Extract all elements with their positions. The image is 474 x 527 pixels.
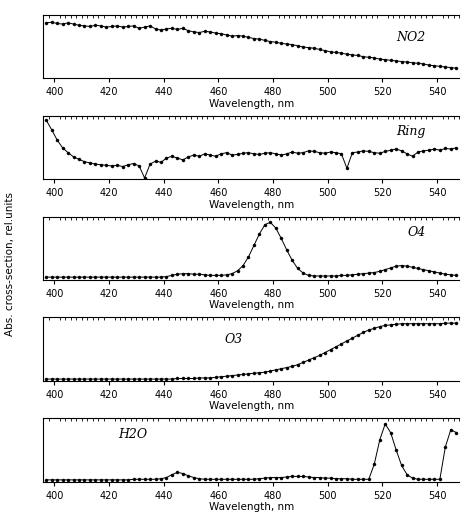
Text: O3: O3	[225, 333, 243, 346]
X-axis label: Wavelength, nm: Wavelength, nm	[209, 300, 294, 310]
X-axis label: Wavelength, nm: Wavelength, nm	[209, 99, 294, 109]
Text: O4: O4	[408, 226, 426, 239]
X-axis label: Wavelength, nm: Wavelength, nm	[209, 401, 294, 411]
Text: Ring: Ring	[396, 125, 426, 138]
X-axis label: Wavelength, nm: Wavelength, nm	[209, 200, 294, 210]
X-axis label: Wavelength, nm: Wavelength, nm	[209, 502, 294, 512]
Text: H2O: H2O	[118, 428, 147, 441]
Text: NO2: NO2	[397, 31, 426, 44]
Text: Abs. cross-section, rel.units: Abs. cross-section, rel.units	[5, 191, 16, 336]
